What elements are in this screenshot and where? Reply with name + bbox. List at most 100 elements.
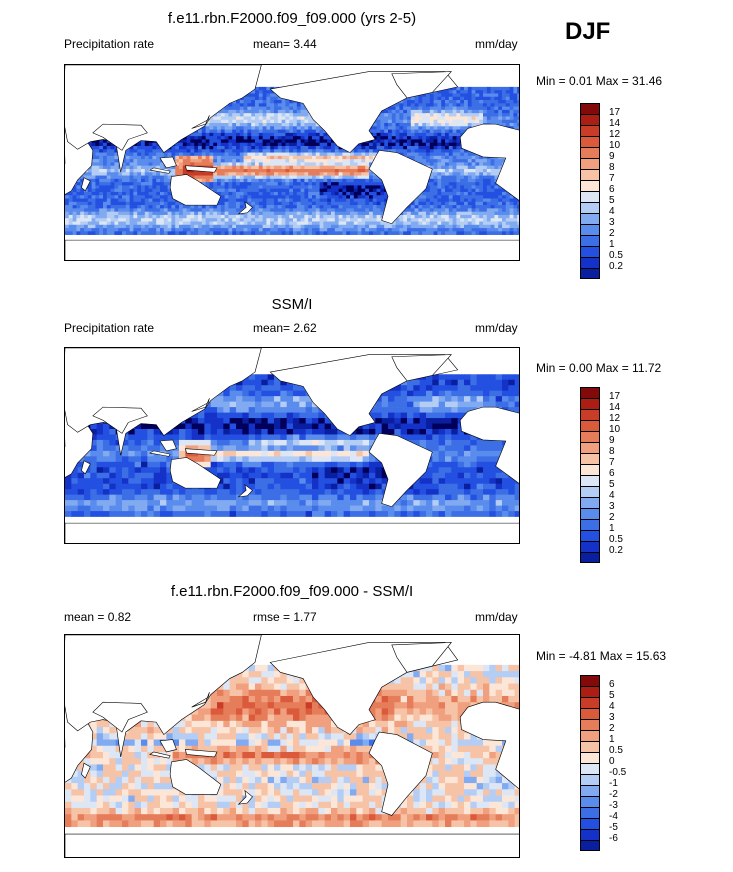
- map-cell: [483, 201, 488, 206]
- map-cell: [289, 129, 294, 134]
- map-cell: [441, 139, 446, 144]
- map-cell: [247, 136, 252, 140]
- map-cell: [445, 136, 450, 140]
- map-cell: [342, 218, 347, 222]
- map-cell: [289, 218, 294, 222]
- map-cell: [182, 168, 187, 173]
- map-cell: [217, 182, 222, 186]
- map-cell: [186, 149, 191, 153]
- map-cell: [103, 218, 108, 222]
- map-cell: [357, 168, 362, 173]
- map-cell: [490, 93, 495, 98]
- map-cell: [498, 123, 503, 127]
- map-cell: [312, 126, 317, 130]
- map-cell: [304, 205, 309, 209]
- map-cell: [213, 132, 218, 137]
- map-cell: [327, 211, 332, 216]
- map-cell: [274, 185, 279, 190]
- map-cell: [255, 175, 260, 180]
- map-cell: [384, 142, 389, 147]
- map-cell: [255, 116, 260, 121]
- map-cell: [486, 93, 491, 98]
- map-cell: [224, 162, 229, 167]
- map-cell: [87, 142, 92, 147]
- map-cell: [118, 178, 123, 183]
- map-cell: [365, 198, 370, 203]
- map-cell: [361, 195, 366, 199]
- map-cell: [369, 145, 374, 150]
- map-cell: [243, 205, 248, 209]
- map-cell: [289, 139, 294, 144]
- map-cell: [479, 116, 484, 121]
- map-cell: [426, 185, 431, 190]
- map-cell: [513, 208, 518, 212]
- map-cell: [247, 132, 252, 137]
- map-cell: [76, 182, 81, 186]
- map-cell: [171, 198, 176, 203]
- map-cell: [483, 159, 488, 163]
- map-cell: [95, 178, 100, 183]
- map-cell: [220, 185, 225, 190]
- map-cell: [312, 139, 317, 144]
- map-cell: [494, 96, 499, 101]
- map-cell: [137, 149, 142, 153]
- map-cell: [475, 119, 480, 124]
- map-cell: [505, 96, 510, 101]
- map-cell: [445, 175, 450, 180]
- map-cell: [293, 178, 298, 183]
- map-cell: [251, 139, 256, 144]
- map-cell: [502, 159, 507, 163]
- map-cell: [289, 103, 294, 107]
- map-cell: [334, 175, 339, 180]
- map-cell: [483, 214, 488, 219]
- map-cell: [467, 214, 472, 219]
- map-cell: [277, 172, 282, 176]
- map-cell: [213, 205, 218, 209]
- map-cell: [380, 123, 385, 127]
- map-cell: [87, 168, 92, 173]
- map-cell: [129, 221, 134, 226]
- map-cell: [376, 142, 381, 147]
- map-cell: [258, 100, 263, 104]
- map-cell: [467, 185, 472, 190]
- map-cell: [312, 185, 317, 190]
- map-cell: [182, 165, 187, 170]
- map-cell: [99, 188, 104, 193]
- map-cell: [133, 155, 138, 160]
- map-cell: [163, 185, 168, 190]
- map-cell: [456, 172, 461, 176]
- map-cell: [517, 201, 519, 206]
- map-cell: [99, 172, 104, 176]
- map-cell: [490, 185, 495, 190]
- map-cell: [346, 218, 351, 222]
- map-cell: [232, 162, 237, 167]
- map-cell: [437, 103, 442, 107]
- map-cell: [441, 142, 446, 147]
- map-cell: [277, 106, 282, 111]
- map-cell: [445, 195, 450, 199]
- map-cell: [475, 182, 480, 186]
- map-cell: [376, 214, 381, 219]
- map-cell: [410, 142, 415, 147]
- map-cell: [201, 142, 206, 147]
- map-cell: [156, 165, 161, 170]
- map-cell: [441, 126, 446, 130]
- map-cell: [346, 208, 351, 212]
- map-cell: [323, 185, 328, 190]
- map-cell: [331, 152, 336, 157]
- map-cell: [369, 149, 374, 153]
- map-cell: [441, 96, 446, 101]
- map-cell: [517, 218, 519, 222]
- map-cell: [281, 123, 286, 127]
- map-cell: [91, 162, 96, 167]
- map-cell: [251, 106, 256, 111]
- map-cell: [300, 188, 305, 193]
- map-cell: [228, 152, 233, 157]
- map-cell: [445, 162, 450, 167]
- map-cell: [456, 185, 461, 190]
- map-cell: [437, 145, 442, 150]
- map-cell: [110, 162, 115, 167]
- map-cell: [285, 129, 290, 134]
- map-cell: [445, 93, 450, 98]
- map-cell: [388, 119, 393, 124]
